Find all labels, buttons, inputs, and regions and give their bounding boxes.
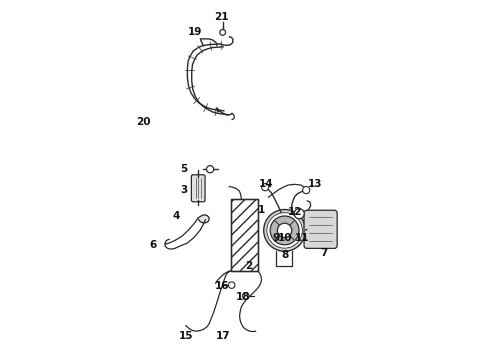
Text: 20: 20 xyxy=(136,117,151,127)
Text: 2: 2 xyxy=(245,261,252,271)
Text: 8: 8 xyxy=(282,249,289,260)
Text: 9: 9 xyxy=(272,233,279,243)
FancyBboxPatch shape xyxy=(192,175,205,202)
FancyBboxPatch shape xyxy=(304,210,337,248)
Text: 19: 19 xyxy=(187,27,202,37)
Text: 15: 15 xyxy=(178,330,193,341)
Circle shape xyxy=(206,166,214,173)
Text: 14: 14 xyxy=(259,179,274,189)
Text: 4: 4 xyxy=(173,211,180,221)
Text: 6: 6 xyxy=(149,240,157,250)
Circle shape xyxy=(267,213,302,248)
Text: 13: 13 xyxy=(308,179,322,189)
Text: 7: 7 xyxy=(320,248,328,258)
Circle shape xyxy=(294,209,304,219)
Text: 5: 5 xyxy=(180,164,188,174)
Polygon shape xyxy=(198,215,209,223)
Circle shape xyxy=(220,30,225,35)
Bar xyxy=(231,199,258,271)
Circle shape xyxy=(264,210,305,251)
Text: 12: 12 xyxy=(288,207,303,217)
Text: 1: 1 xyxy=(258,204,265,215)
Bar xyxy=(231,199,258,271)
Text: 17: 17 xyxy=(216,330,231,341)
Circle shape xyxy=(277,223,292,238)
Circle shape xyxy=(228,282,235,288)
Circle shape xyxy=(270,216,299,245)
Text: 21: 21 xyxy=(214,12,229,22)
Circle shape xyxy=(243,293,249,299)
Circle shape xyxy=(303,186,310,194)
Text: 10: 10 xyxy=(278,233,293,243)
Text: 3: 3 xyxy=(180,185,188,195)
Text: 11: 11 xyxy=(294,233,309,243)
Circle shape xyxy=(262,184,269,191)
Text: 18: 18 xyxy=(236,292,250,302)
Text: 16: 16 xyxy=(214,281,229,291)
